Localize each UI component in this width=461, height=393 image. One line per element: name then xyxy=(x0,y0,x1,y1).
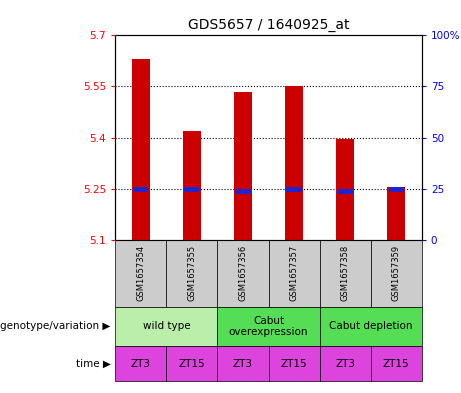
Bar xyxy=(389,187,404,192)
Bar xyxy=(387,187,405,240)
Bar xyxy=(115,240,166,307)
Bar xyxy=(285,86,303,240)
Bar xyxy=(132,59,150,240)
Text: wild type: wild type xyxy=(142,321,190,331)
Bar xyxy=(133,187,148,192)
Text: GDS5657 / 1640925_at: GDS5657 / 1640925_at xyxy=(188,18,349,32)
Text: time ▶: time ▶ xyxy=(76,358,111,369)
Bar xyxy=(218,346,268,381)
Bar xyxy=(319,307,422,346)
Text: ZT3: ZT3 xyxy=(335,358,355,369)
Text: GSM1657357: GSM1657357 xyxy=(290,245,299,301)
Bar xyxy=(268,240,319,307)
Text: ZT15: ZT15 xyxy=(178,358,205,369)
Text: Cabut
overexpression: Cabut overexpression xyxy=(229,316,308,336)
Bar xyxy=(115,307,218,346)
Bar xyxy=(336,139,354,240)
Bar xyxy=(166,346,218,381)
Bar xyxy=(218,240,268,307)
Bar xyxy=(236,189,251,194)
Bar xyxy=(319,240,371,307)
Text: GSM1657356: GSM1657356 xyxy=(238,245,248,301)
Bar xyxy=(183,131,201,240)
Text: ZT3: ZT3 xyxy=(233,358,253,369)
Bar xyxy=(286,187,301,192)
Bar xyxy=(371,346,422,381)
Bar xyxy=(166,240,218,307)
Text: GSM1657359: GSM1657359 xyxy=(392,245,401,301)
Bar xyxy=(371,240,422,307)
Text: Cabut depletion: Cabut depletion xyxy=(329,321,413,331)
Text: genotype/variation ▶: genotype/variation ▶ xyxy=(0,321,111,331)
Bar xyxy=(115,346,166,381)
Bar xyxy=(218,307,319,346)
Text: ZT15: ZT15 xyxy=(383,358,409,369)
Text: ZT3: ZT3 xyxy=(131,358,151,369)
Text: GSM1657358: GSM1657358 xyxy=(341,245,350,301)
Text: GSM1657355: GSM1657355 xyxy=(187,245,196,301)
Bar xyxy=(268,346,319,381)
Text: ZT15: ZT15 xyxy=(281,358,307,369)
Bar xyxy=(337,189,353,194)
Bar xyxy=(184,187,200,192)
Bar xyxy=(319,346,371,381)
Bar xyxy=(234,92,252,240)
Text: GSM1657354: GSM1657354 xyxy=(136,245,145,301)
